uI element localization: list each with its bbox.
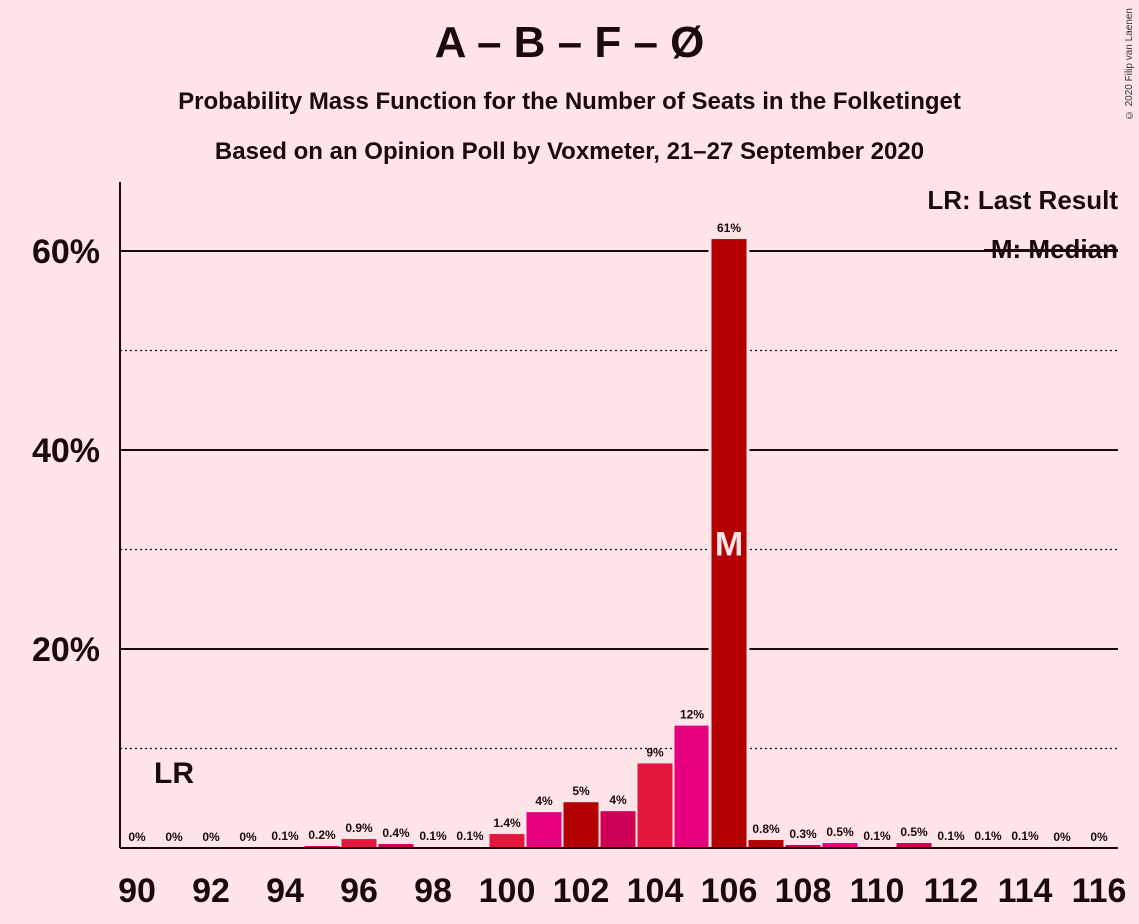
bar-seat-107 [748,840,784,848]
data-label-seat-103: 4% [609,793,627,807]
bar-seat-108 [785,845,821,848]
x-tick-label: 114 [998,872,1053,910]
data-label-seat-94: 0.1% [271,829,299,843]
x-tick-label: 96 [340,872,378,910]
y-tick-label: 20% [32,631,100,669]
data-label-seat-108: 0.3% [789,827,817,841]
data-label-seat-90: 0% [128,830,146,844]
data-label-seat-96: 0.9% [345,821,373,835]
x-tick-label: 112 [924,872,979,910]
x-tick-label: 100 [479,872,536,910]
data-label-seat-104: 9% [646,745,664,759]
chart-subtitle-1: Probability Mass Function for the Number… [178,88,961,115]
x-tick-label: 98 [414,872,452,910]
bar-seat-109 [822,843,858,848]
data-label-seat-92: 0% [202,830,220,844]
data-label-seat-95: 0.2% [308,828,336,842]
data-label-seat-98: 0.1% [419,829,447,843]
data-label-seat-116: 0% [1090,830,1108,844]
data-label-seat-91: 0% [165,830,183,844]
data-label-seat-107: 0.8% [752,822,780,836]
bar-seat-96 [341,839,377,848]
data-label-seat-97: 0.4% [382,826,410,840]
bar-seat-111 [896,843,932,848]
data-label-seat-114: 0.1% [1011,829,1039,843]
bars [267,236,1043,848]
bar-seat-100 [489,834,525,848]
data-label-seat-106: 61% [717,221,741,235]
data-labels: 0% 0% 0% 0% 0.1% 0.2% 0.9% 0.4% 0.1% 0.1% 1.4% 4% 5%… [128,221,1108,844]
gridlines [120,250,1118,750]
data-label-seat-115: 0% [1053,830,1071,844]
chart-subtitle-2: Based on an Opinion Poll by Voxmeter, 21… [214,138,925,165]
y-tick-label: 60% [32,233,100,271]
data-label-seat-105: 12% [680,708,704,722]
legend-last-result: LR: Last Result [927,185,1118,215]
data-label-seat-113: 0.1% [974,829,1002,843]
chart-title: A – B – F – Ø [434,18,705,67]
x-tick-label: 116 [1072,872,1127,910]
bar-seat-97 [378,844,414,848]
x-tick-label: 102 [553,872,610,910]
data-label-seat-99: 0.1% [456,829,484,843]
x-tick-label: 104 [627,872,684,910]
x-tick-label: 94 [266,872,304,910]
y-tick-label: 40% [32,432,100,470]
x-tick-label: 110 [850,872,905,910]
data-label-seat-100: 1.4% [493,816,521,830]
data-label-seat-93: 0% [239,830,257,844]
data-label-seat-102: 5% [572,784,590,798]
axes: 20% 40% 60% 90 92 94 96 98 100 102 104 106 108 110 112… [32,182,1126,910]
data-label-seat-111: 0.5% [900,825,928,839]
data-label-seat-109: 0.5% [826,825,854,839]
x-tick-label: 106 [701,872,758,910]
median-marker: M [715,526,743,564]
last-result-marker: LR [154,757,194,790]
data-label-seat-101: 4% [535,794,553,808]
data-label-seat-110: 0.1% [863,829,891,843]
bar-seat-104 [637,763,673,848]
x-tick-label: 92 [192,872,230,910]
x-tick-label: 90 [118,872,156,910]
bar-seat-105 [674,725,710,848]
bar-seat-101 [526,812,562,848]
bar-seat-106 [711,239,747,848]
bar-seat-102 [563,802,599,848]
bar-seat-103 [600,811,636,848]
x-tick-label: 108 [775,872,832,910]
data-label-seat-112: 0.1% [937,829,965,843]
